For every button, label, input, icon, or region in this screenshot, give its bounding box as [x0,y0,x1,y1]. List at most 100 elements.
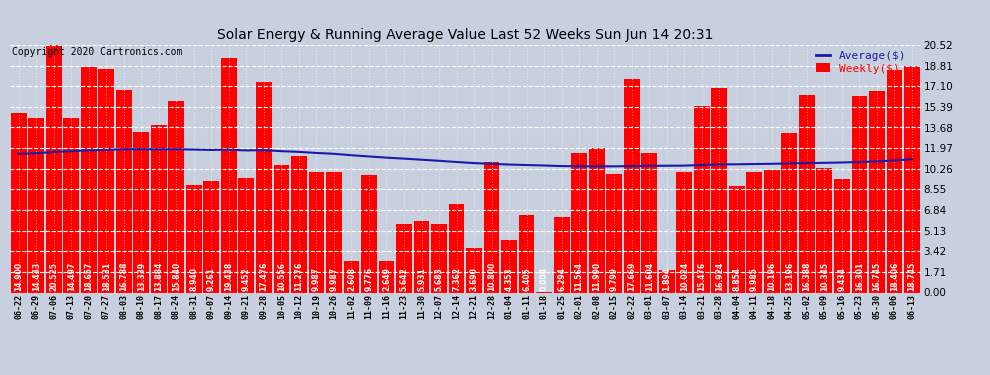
Text: 10.024: 10.024 [680,262,689,291]
Bar [11,113,27,292]
Bar [63,118,79,292]
Bar [98,69,114,292]
Text: 11.276: 11.276 [294,261,303,291]
Bar [642,153,657,292]
Bar [116,90,132,292]
Text: Copyright 2020 Cartronics.com: Copyright 2020 Cartronics.com [12,48,182,57]
Bar [606,174,622,292]
Bar [501,240,517,292]
Text: 6.405: 6.405 [522,267,531,291]
Bar [659,270,674,292]
Text: 10.556: 10.556 [277,262,286,291]
Text: 13.339: 13.339 [137,262,146,291]
Bar [589,148,605,292]
Text: 9.799: 9.799 [610,267,619,291]
Text: 3.690: 3.690 [469,267,478,291]
Bar [904,66,920,292]
Bar [712,88,727,292]
Text: 10.345: 10.345 [820,262,829,291]
Text: 11.990: 11.990 [592,262,601,291]
Text: 2.608: 2.608 [346,267,356,291]
Text: 1.894: 1.894 [662,267,671,291]
Bar [186,184,202,292]
Text: 14.497: 14.497 [66,261,75,291]
Bar [134,132,149,292]
Bar [834,179,849,292]
Bar [519,215,535,292]
Text: 14.900: 14.900 [14,262,23,291]
Bar [239,178,254,292]
Bar [799,95,815,292]
Bar [851,96,867,292]
Text: 16.788: 16.788 [119,261,129,291]
Bar [746,172,762,292]
Text: 16.388: 16.388 [802,261,812,291]
Bar [553,217,569,292]
Text: 5.683: 5.683 [435,267,444,291]
Bar [204,181,219,292]
Bar [168,102,184,292]
Bar [571,153,587,292]
Text: 9.987: 9.987 [330,267,339,291]
Text: 8.940: 8.940 [189,267,198,291]
Bar [291,156,307,292]
Text: 9.987: 9.987 [312,267,321,291]
Bar [448,204,464,292]
Text: 5.931: 5.931 [417,267,426,291]
Text: 5.642: 5.642 [400,267,409,291]
Bar [817,168,833,292]
Bar [221,58,237,292]
Text: 17.669: 17.669 [628,261,637,291]
Bar [729,186,744,292]
Text: 9.452: 9.452 [242,267,250,291]
Bar [29,118,45,292]
Text: 13.884: 13.884 [154,261,163,291]
Text: 10.800: 10.800 [487,261,496,291]
Text: 14.433: 14.433 [32,262,41,291]
Text: 9.776: 9.776 [364,267,373,291]
Text: 11.564: 11.564 [574,262,584,291]
Bar [484,162,500,292]
Bar [781,134,797,292]
Bar [764,170,780,292]
Text: 7.362: 7.362 [452,267,461,291]
Text: 19.438: 19.438 [225,261,234,291]
Bar [150,125,166,292]
Bar [46,45,61,292]
Text: 18.406: 18.406 [890,261,899,291]
Bar [273,165,289,292]
Text: 18.745: 18.745 [908,261,917,291]
Bar [414,221,430,292]
Text: 8.854: 8.854 [733,267,742,291]
Text: 10.196: 10.196 [767,262,776,291]
Text: 9.985: 9.985 [749,267,758,291]
Text: 20.525: 20.525 [50,262,58,291]
Text: 18.531: 18.531 [102,262,111,291]
Bar [432,224,446,292]
Text: 0.008: 0.008 [540,267,548,291]
Bar [344,261,359,292]
Bar [361,175,377,292]
Text: 18.657: 18.657 [84,261,93,291]
Text: 11.604: 11.604 [644,262,653,291]
Bar [624,80,640,292]
Bar [694,106,710,292]
Text: 13.196: 13.196 [785,262,794,291]
Text: 6.294: 6.294 [557,267,566,291]
Text: 4.353: 4.353 [505,267,514,291]
Bar [326,172,342,292]
Bar [396,225,412,292]
Bar [869,90,885,292]
Bar [378,261,394,292]
Bar [466,248,482,292]
Text: 9.261: 9.261 [207,267,216,291]
Title: Solar Energy & Running Average Value Last 52 Weeks Sun Jun 14 20:31: Solar Energy & Running Average Value Las… [217,28,714,42]
Bar [256,82,272,292]
Bar [309,172,325,292]
Text: 15.840: 15.840 [172,262,181,291]
Text: 15.476: 15.476 [697,262,706,291]
Text: 16.745: 16.745 [872,262,881,291]
Text: 16.301: 16.301 [855,262,864,291]
Text: 17.476: 17.476 [259,261,268,291]
Text: 16.924: 16.924 [715,262,724,291]
